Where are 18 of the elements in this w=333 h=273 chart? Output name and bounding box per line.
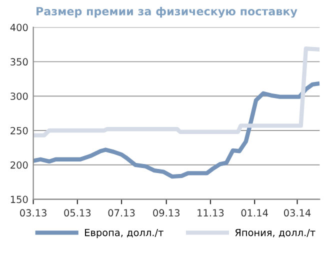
- x-tick-label: 09.13: [153, 209, 180, 217]
- y-tick-label: 250: [10, 126, 28, 134]
- x-tick-label: 05.13: [64, 209, 91, 217]
- y-tick-label: 200: [10, 161, 28, 169]
- y-tick-label: 350: [10, 58, 28, 66]
- x-tick-label: 01.14: [241, 209, 268, 217]
- y-tick-label: 150: [10, 196, 28, 204]
- x-tick-label: 03.13: [20, 209, 46, 217]
- x-tick-label: 07.13: [108, 209, 135, 217]
- y-tick-label: 400: [10, 24, 28, 32]
- y-tick-label: 300: [10, 92, 28, 100]
- chart-title: Размер премии за физическую поставку: [36, 6, 298, 18]
- line-series: [33, 46, 320, 138]
- legend-label: Европа, долл./т: [85, 228, 164, 238]
- legend-label: Япония, долл./т: [235, 228, 316, 238]
- x-tick-label: 11.13: [198, 209, 224, 217]
- line-series: [33, 82, 320, 179]
- x-tick-label: 03.14: [284, 209, 311, 217]
